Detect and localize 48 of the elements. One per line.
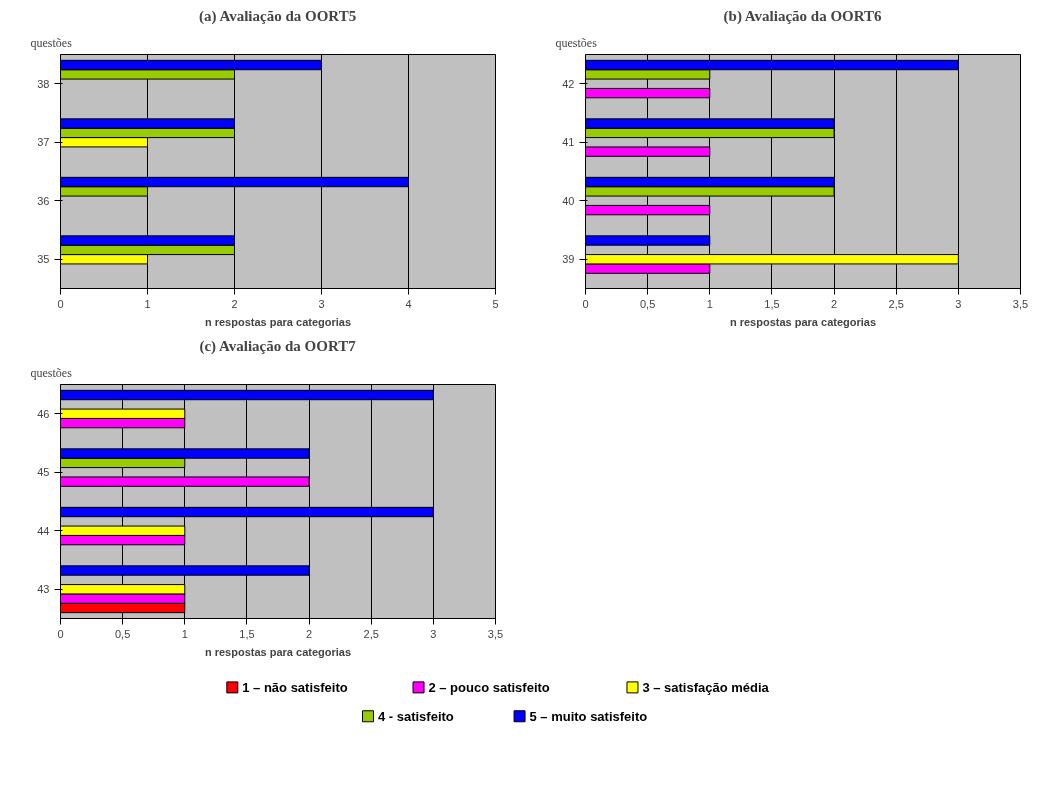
y-tick-label: 46 — [37, 407, 50, 420]
y-tick-label: 35 — [37, 253, 50, 266]
chart-title: (c) Avaliação da OORT7 — [199, 337, 357, 355]
chart-title: (a) Avaliação da OORT5 — [199, 7, 357, 25]
x-tick-label: 2,5 — [363, 627, 379, 640]
x-tick-label: 0,5 — [640, 297, 656, 310]
y-tick-label: 45 — [37, 466, 50, 479]
x-tick-label: 0 — [582, 297, 589, 310]
y-tick-label: 40 — [562, 194, 575, 207]
x-tick-label: 3,5 — [487, 627, 504, 640]
legend-label: 2 – pouco satisfeito — [428, 679, 550, 695]
legend-label: 3 – satisfação média — [642, 679, 770, 695]
y-tick-label: 44 — [37, 524, 50, 537]
x-tick-label: 1 — [144, 297, 151, 310]
x-tick-label: 1 — [181, 627, 188, 640]
y-axis-title: questões — [30, 365, 73, 380]
x-tick-label: 5 — [492, 297, 499, 310]
y-tick-label: 43 — [37, 583, 50, 596]
y-tick-label: 42 — [562, 77, 575, 90]
x-tick-label: 3 — [430, 627, 437, 640]
y-axis-title: questões — [30, 35, 73, 50]
x-tick-label: 3,5 — [1012, 297, 1029, 310]
x-tick-label: 3 — [955, 297, 962, 310]
legend-label: 4 - satisfeito — [377, 708, 454, 724]
y-tick-label: 38 — [37, 77, 50, 90]
x-tick-label: 2,5 — [888, 297, 904, 310]
x-tick-label: 4 — [405, 297, 412, 310]
y-tick-label: 37 — [37, 136, 50, 149]
x-tick-label: 2 — [306, 627, 313, 640]
x-tick-label: 0 — [57, 297, 64, 310]
x-axis-title: n respostas para categorias — [729, 315, 877, 328]
x-axis-title: n respostas para categorias — [204, 315, 352, 328]
legend-label: 1 – não satisfeito — [242, 679, 348, 695]
x-tick-label: 2 — [831, 297, 838, 310]
legend-label: 5 – muito satisfeito — [529, 708, 648, 724]
x-tick-label: 1 — [706, 297, 713, 310]
x-tick-label: 0,5 — [115, 627, 131, 640]
y-tick-label: 36 — [37, 194, 50, 207]
x-axis-title: n respostas para categorias — [204, 645, 352, 658]
y-tick-label: 41 — [562, 136, 575, 149]
x-tick-label: 2 — [231, 297, 238, 310]
y-tick-label: 39 — [562, 253, 575, 266]
x-tick-label: 1,5 — [764, 297, 780, 310]
x-tick-label: 1,5 — [239, 627, 255, 640]
y-axis-title: questões — [555, 35, 598, 50]
x-tick-label: 3 — [318, 297, 325, 310]
chart-title: (b) Avaliação da OORT6 — [723, 7, 883, 25]
x-tick-label: 0 — [57, 627, 64, 640]
